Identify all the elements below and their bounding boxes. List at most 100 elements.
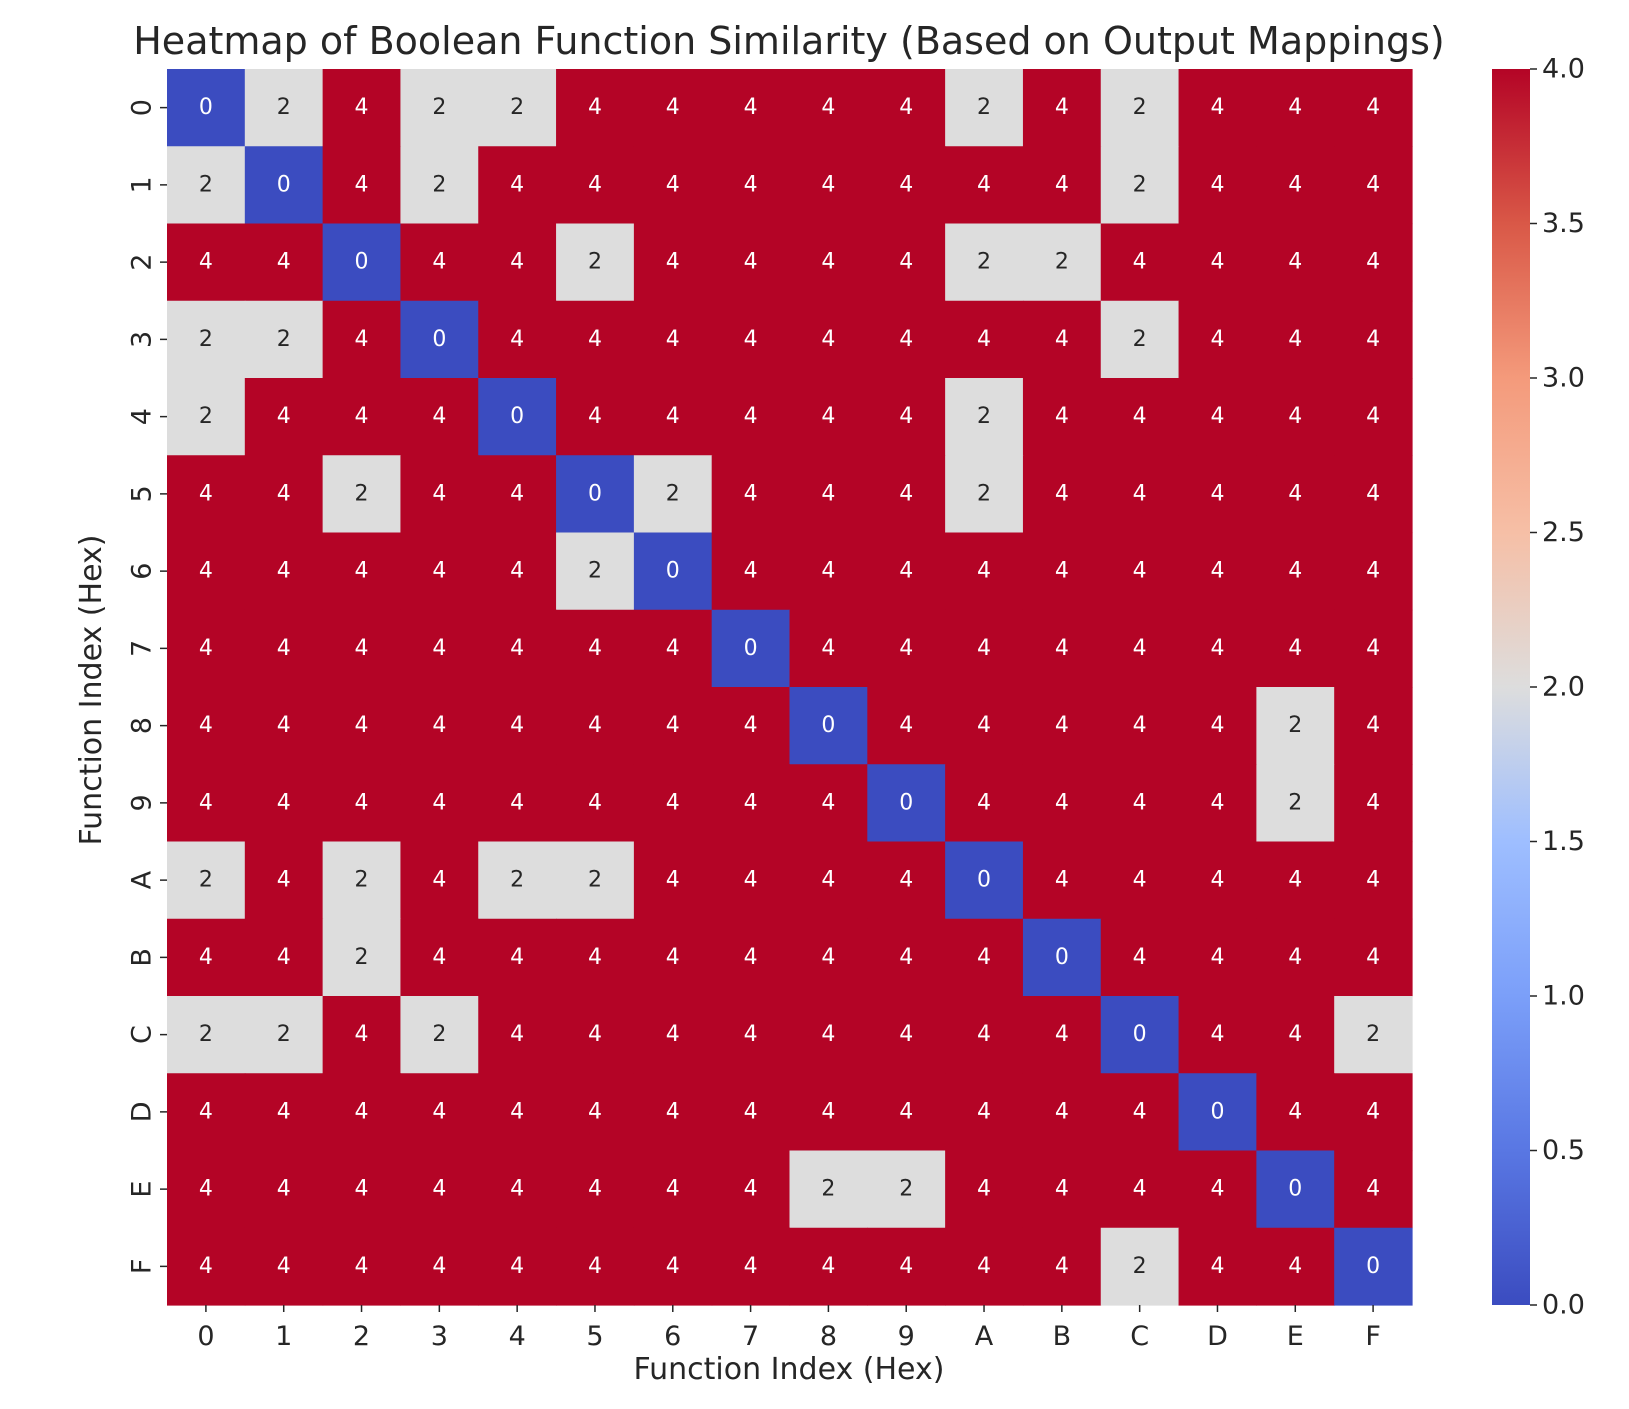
cell-value-label: 4 <box>1133 404 1147 429</box>
heatmap-cell <box>400 1150 479 1229</box>
cell-value-label: 4 <box>1288 172 1302 197</box>
cell-value-label: 4 <box>666 327 680 352</box>
heatmap-cell <box>400 223 479 302</box>
cell-value-label: 4 <box>1210 95 1224 120</box>
y-tick-label: B <box>127 948 158 967</box>
heatmap-cell <box>1334 764 1413 843</box>
cell-value-label: 4 <box>199 713 213 738</box>
cell-value-label: 2 <box>199 327 213 352</box>
cell-value-label: 2 <box>1133 95 1147 120</box>
heatmap-cell <box>633 378 713 456</box>
heatmap-cell <box>633 1073 713 1152</box>
cell-value-label: 4 <box>1055 713 1069 738</box>
cell-value-label: 4 <box>432 404 446 429</box>
cell-value-label: 4 <box>1210 481 1224 506</box>
heatmap-cell <box>1334 841 1413 920</box>
cell-value-label: 4 <box>277 559 291 584</box>
y-tick-label: 5 <box>127 485 158 502</box>
cell-value-label: 4 <box>1055 1022 1069 1047</box>
heatmap-cell <box>322 1227 402 1306</box>
heatmap-cell <box>478 532 557 611</box>
heatmap-cell <box>1256 841 1335 920</box>
cell-value-label: 4 <box>899 95 913 120</box>
heatmap-cell <box>945 223 1024 302</box>
cell-value-label: 4 <box>199 790 213 815</box>
heatmap-cell <box>1178 1150 1257 1229</box>
cell-value-label: 0 <box>1133 1022 1147 1047</box>
heatmap-cell <box>711 1227 791 1306</box>
cell-value-label: 4 <box>899 1022 913 1047</box>
cell-value-label: 4 <box>1133 713 1147 738</box>
cell-value-label: 4 <box>1055 481 1069 506</box>
heatmap-cell <box>1256 1227 1335 1306</box>
cell-value-label: 4 <box>899 945 913 970</box>
cell-value-label: 4 <box>1210 1022 1224 1047</box>
cell-value-label: 0 <box>1288 1177 1302 1202</box>
heatmap-cell <box>167 1150 246 1229</box>
heatmap-cell <box>322 223 402 302</box>
colorbar-tick-label: 1.5 <box>1542 826 1585 857</box>
heatmap-cell <box>711 1073 791 1152</box>
cell-value-label: 4 <box>1055 327 1069 352</box>
heatmap-cell <box>244 609 324 688</box>
cell-value-label: 4 <box>977 1177 991 1202</box>
heatmap-cell <box>1256 764 1335 843</box>
heatmap-cell <box>478 1073 557 1152</box>
cell-value-label: 4 <box>588 1099 602 1124</box>
cell-value-label: 4 <box>977 327 991 352</box>
heatmap-cell <box>789 532 868 611</box>
heatmap-cell <box>556 532 635 611</box>
heatmap-cell <box>867 455 946 534</box>
heatmap-cell <box>244 764 324 843</box>
heatmap-cell <box>478 223 557 302</box>
heatmap-cell <box>478 764 557 843</box>
heatmap-cell <box>322 764 402 843</box>
cell-value-label: 4 <box>1288 1022 1302 1047</box>
y-tick-label: 7 <box>127 640 158 657</box>
y-tick-label: 4 <box>127 408 158 425</box>
cell-value-label: 2 <box>355 868 369 893</box>
heatmap-cell <box>478 841 557 920</box>
x-tick-label: F <box>1365 1321 1381 1352</box>
x-tick-label: B <box>1053 1321 1072 1352</box>
heatmap-cell <box>478 918 557 997</box>
cell-value-label: 4 <box>666 945 680 970</box>
heatmap-cell <box>633 1227 713 1306</box>
heatmap-cell <box>945 764 1024 843</box>
cell-value-label: 4 <box>1133 790 1147 815</box>
heatmap-cell <box>1178 455 1257 534</box>
cell-value-label: 4 <box>510 559 524 584</box>
heatmap-cell <box>789 455 868 534</box>
cell-value-label: 4 <box>432 1099 446 1124</box>
heatmap-cell <box>322 378 402 456</box>
cell-value-label: 4 <box>1210 868 1224 893</box>
cell-value-label: 4 <box>977 1254 991 1279</box>
heatmap-cell <box>244 841 324 920</box>
heatmap-cell <box>789 1150 868 1229</box>
cell-value-label: 4 <box>666 95 680 120</box>
heatmap-cell <box>244 69 324 147</box>
heatmap-cell <box>400 687 479 765</box>
heatmap-cell <box>1334 687 1413 765</box>
cell-value-label: 4 <box>432 1177 446 1202</box>
cell-value-label: 4 <box>432 790 446 815</box>
cell-value-label: 4 <box>588 172 602 197</box>
cell-value-label: 4 <box>510 250 524 275</box>
cell-value-label: 4 <box>199 559 213 584</box>
heatmap-cell <box>945 378 1024 456</box>
heatmap-cell <box>633 1150 713 1229</box>
cell-value-label: 4 <box>1366 481 1380 506</box>
cell-value-label: 4 <box>744 790 758 815</box>
cell-value-label: 4 <box>510 636 524 661</box>
heatmap-cell <box>1022 687 1102 765</box>
cell-value-label: 0 <box>277 172 291 197</box>
heatmap-cell <box>400 378 479 456</box>
cell-value-label: 4 <box>510 945 524 970</box>
cell-value-label: 4 <box>899 868 913 893</box>
heatmap-cell <box>400 1073 479 1152</box>
heatmap-cell <box>400 764 479 843</box>
heatmap-cell <box>1022 1227 1102 1306</box>
heatmap-cell <box>167 918 246 997</box>
cell-value-label: 4 <box>588 713 602 738</box>
